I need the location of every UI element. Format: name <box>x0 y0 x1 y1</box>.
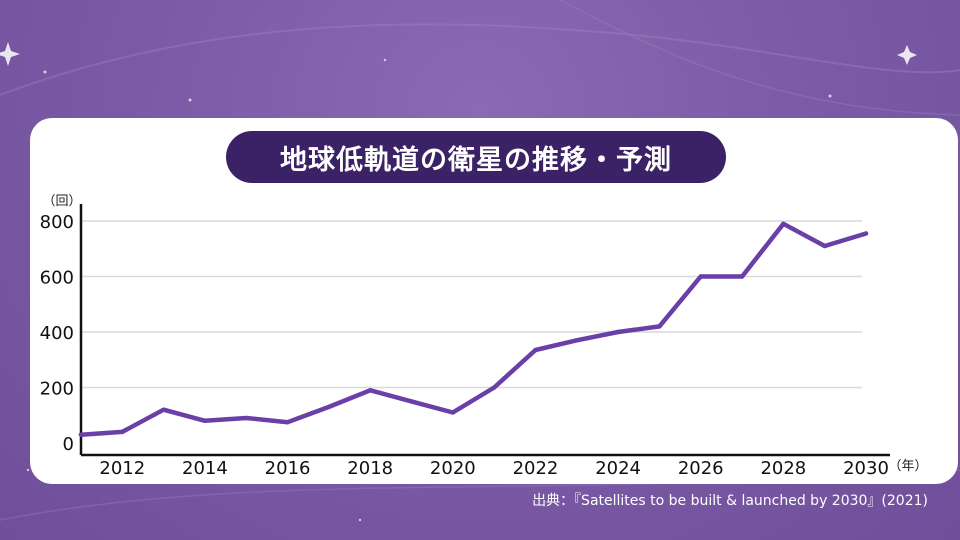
data-point <box>409 399 414 404</box>
y-axis-unit: （回） <box>42 194 81 209</box>
data-point <box>657 324 662 329</box>
data-point <box>574 338 579 343</box>
y-tick-label: 400 <box>40 323 74 344</box>
source-caption: 出典：『Satellites to be built & launched by… <box>532 493 928 509</box>
x-tick-label: 2016 <box>265 458 311 479</box>
data-point <box>161 407 166 412</box>
y-tick-label: 0 <box>63 434 74 455</box>
data-point <box>739 274 745 279</box>
x-tick-label: 2028 <box>760 458 806 479</box>
x-tick-label: 2014 <box>182 458 228 479</box>
data-point <box>698 274 703 279</box>
data-point <box>491 385 497 390</box>
data-point <box>78 432 84 437</box>
x-tick-label: 2030 <box>843 458 889 479</box>
x-tick-label: 2020 <box>430 458 476 479</box>
data-point <box>368 388 373 393</box>
y-tick-label: 800 <box>40 212 74 233</box>
y-tick-label: 200 <box>40 379 74 400</box>
data-point <box>822 243 827 249</box>
series-line <box>78 221 869 437</box>
data-point <box>615 329 621 335</box>
sparkle-icon <box>0 42 917 66</box>
x-tick-label: 2022 <box>513 458 559 479</box>
data-point <box>533 347 538 353</box>
data-point <box>202 418 208 423</box>
x-tick-label: 2018 <box>347 458 393 479</box>
x-tick-label: 2012 <box>99 458 145 479</box>
x-tick-label: 2024 <box>595 458 641 479</box>
data-point <box>781 221 786 226</box>
data-point <box>450 410 456 415</box>
x-tick-label: 2026 <box>678 458 724 479</box>
y-tick-label: 600 <box>40 268 74 289</box>
data-point <box>120 429 125 435</box>
x-axis-unit: （年） <box>888 459 927 474</box>
chart-title: 地球低軌道の衛星の推移・予測 <box>226 131 726 183</box>
data-point <box>326 404 332 410</box>
data-point <box>285 419 290 425</box>
data-point <box>863 231 869 236</box>
data-point <box>244 415 249 421</box>
